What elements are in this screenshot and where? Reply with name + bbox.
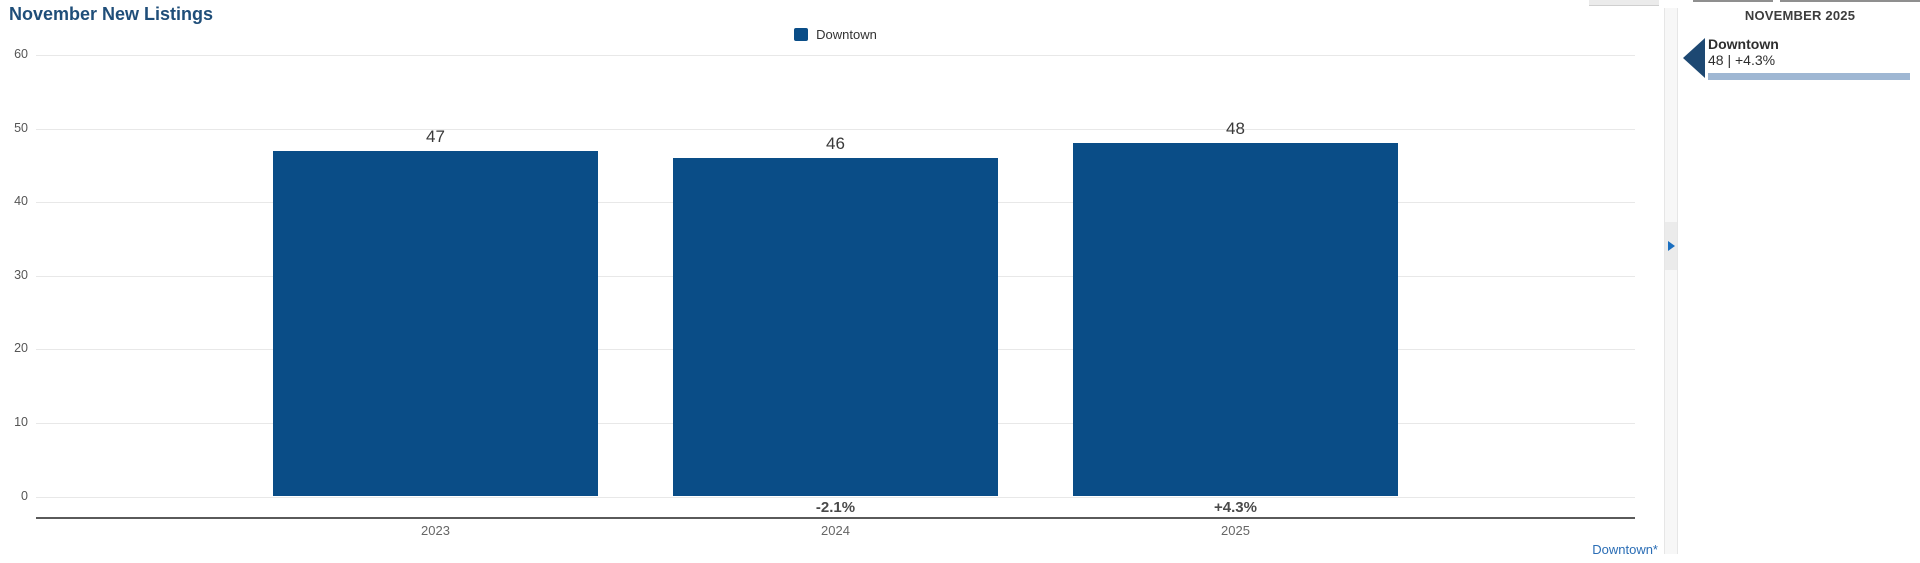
side-panel-heading: NOVEMBER 2025: [1744, 8, 1856, 23]
y-gridline: [36, 55, 1635, 56]
bar-2023[interactable]: [273, 150, 598, 497]
clipped-border-top-edge: [1780, 0, 1920, 2]
pct-change-label: -2.1%: [815, 499, 856, 516]
panel-collapse-gutter: [1664, 8, 1678, 554]
y-gridline: [36, 128, 1635, 130]
y-axis-tick-label: 50: [14, 120, 28, 135]
y-gridline: [36, 496, 1635, 498]
clipped-border-top-edge: [1693, 0, 1773, 2]
bar-value-label: 46: [826, 134, 845, 154]
bar-value-label: 47: [426, 126, 445, 146]
y-axis-tick-label: 20: [14, 341, 28, 356]
pct-change-label: +4.3%: [1214, 499, 1257, 516]
stat-value-line: 48 | +4.3%: [1708, 52, 1776, 68]
page-title: November New Listings: [9, 4, 214, 24]
stat-progress-bar: [1708, 73, 1910, 80]
legend[interactable]: Downtown: [36, 27, 1635, 42]
downtown-footnote-link[interactable]: Downtown*: [1592, 542, 1658, 557]
panel-collapse-handle[interactable]: [1665, 222, 1677, 270]
y-axis-tick-label: 60: [14, 47, 28, 61]
bar-value-label: 48: [1226, 119, 1245, 139]
y-axis-tick-label: 10: [14, 414, 28, 429]
x-axis-category-label: 2023: [421, 523, 450, 538]
y-axis-tick-label: 40: [14, 194, 28, 209]
y-axis-tick-label: 0: [21, 488, 28, 503]
legend-swatch-icon: [794, 28, 809, 41]
x-axis-line: [36, 517, 1635, 519]
bar-2024[interactable]: [673, 158, 998, 497]
x-axis-category-label: 2025: [1221, 523, 1250, 538]
y-axis-tick-label: 30: [14, 267, 28, 282]
bar-2025[interactable]: [1073, 143, 1398, 497]
expand-right-arrow-icon: [1667, 241, 1675, 251]
stat-series-name: Downtown: [1708, 36, 1779, 52]
clipped-tab-top-edge: [1589, 0, 1659, 6]
x-axis-category-label: 2024: [821, 523, 850, 538]
legend-label: Downtown: [816, 27, 877, 42]
left-pointer-arrow-icon: [1683, 38, 1705, 78]
